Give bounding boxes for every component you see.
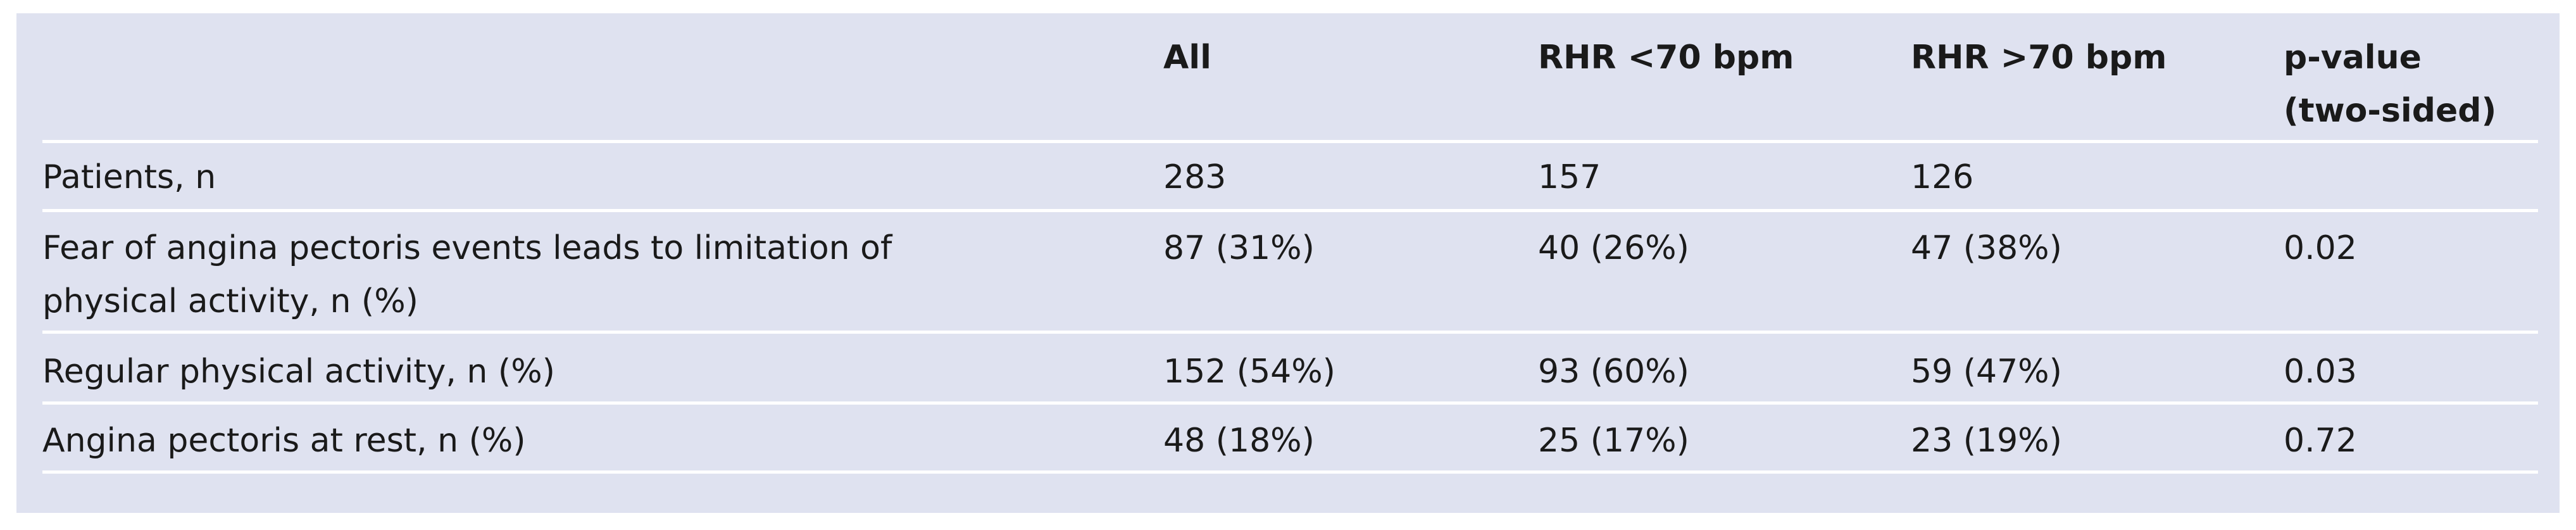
data-cell: 59 (47%): [1911, 353, 2062, 391]
data-cell: 93 (60%): [1538, 353, 1689, 391]
data-cell: 283: [1163, 158, 1227, 196]
data-cell: 126: [1911, 158, 1974, 196]
data-cell: 157: [1538, 158, 1601, 196]
data-cell: 40 (26%): [1538, 229, 1689, 267]
header-cell: RHR >70 bpm: [1911, 39, 2167, 77]
row-divider: [42, 331, 2538, 334]
data-cell: 0.02: [2284, 229, 2357, 267]
row-label: Angina pectoris at rest, n (%): [42, 422, 526, 460]
data-cell: 25 (17%): [1538, 422, 1689, 460]
data-cell: 152 (54%): [1163, 353, 1335, 391]
row-divider: [42, 209, 2538, 212]
row-label: Patients, n: [42, 158, 216, 196]
data-cell: 0.72: [2284, 422, 2357, 460]
header-cell: RHR <70 bpm: [1538, 39, 1794, 77]
header-cell: All: [1163, 39, 1211, 77]
header-cell: p-value (two-sided): [2284, 39, 2497, 130]
data-cell: 47 (38%): [1911, 229, 2062, 267]
row-divider: [42, 401, 2538, 405]
row-divider: [42, 470, 2538, 474]
row-label: Regular physical activity, n (%): [42, 353, 555, 391]
table-panel: All RHR <70 bpm RHR >70 bpm p-value (two-si…: [16, 13, 2560, 513]
data-cell: 48 (18%): [1163, 422, 1315, 460]
data-cell: 87 (31%): [1163, 229, 1315, 267]
row-label: Fear of angina pectoris events leads to …: [42, 229, 892, 320]
row-divider: [42, 140, 2538, 143]
data-cell: 0.03: [2284, 353, 2357, 391]
data-cell: 23 (19%): [1911, 422, 2062, 460]
